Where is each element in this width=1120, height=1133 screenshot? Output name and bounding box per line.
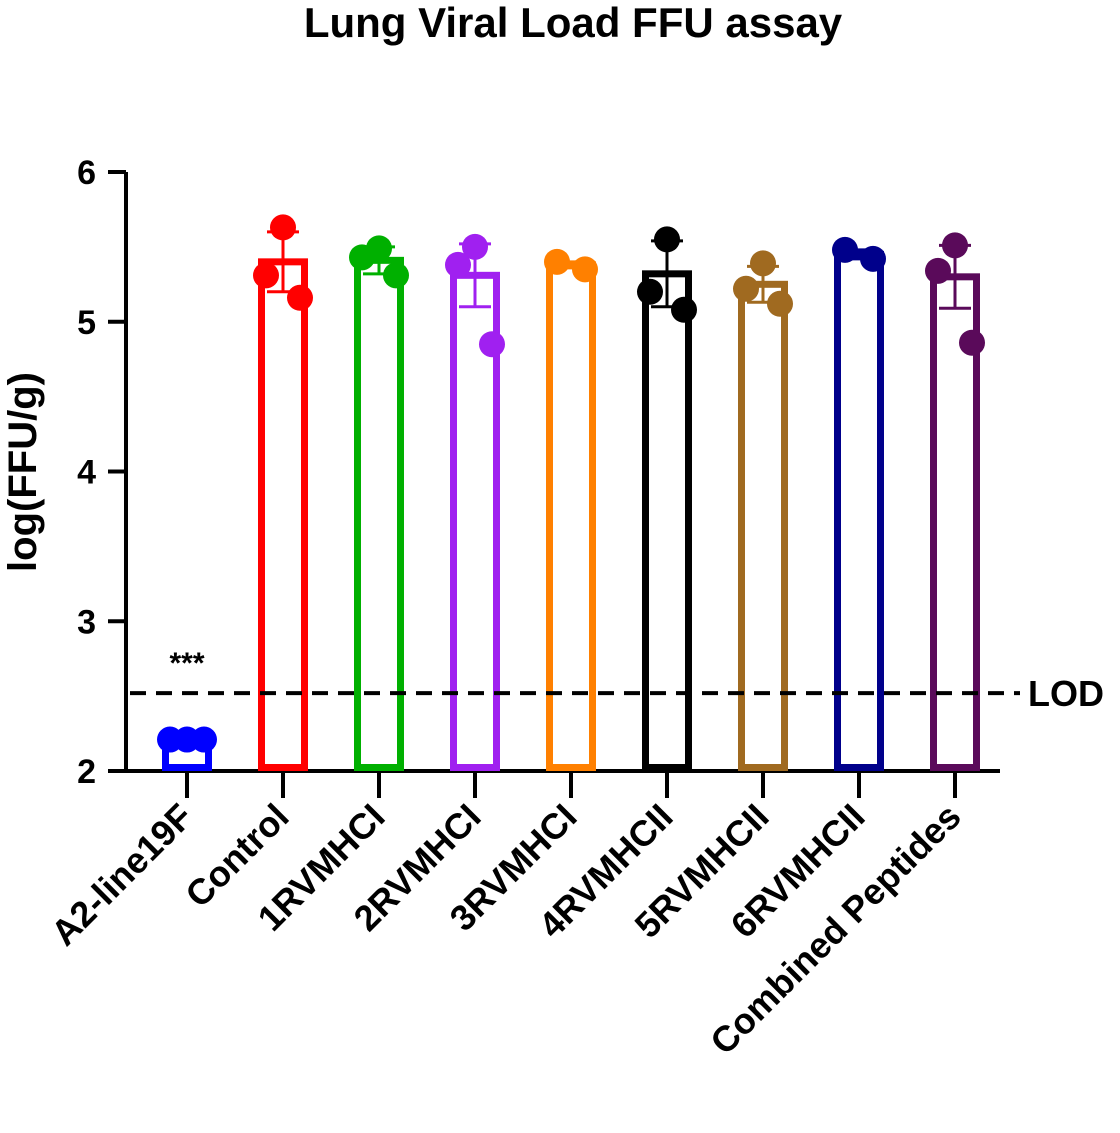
y-tick-label: 2 [77,753,96,791]
x-tick-label: A2-line19F [43,796,201,954]
data-point [287,284,313,311]
data-point [349,244,375,271]
data-point [860,245,886,272]
data-point [637,278,663,305]
chart-title: Lung Viral Load FFU assay [304,0,843,46]
lod-label: LOD [1028,673,1104,714]
data-point [191,726,217,753]
data-point [767,290,793,317]
data-point [572,256,598,283]
y-tick-label: 3 [77,603,96,641]
significance-annotation: *** [169,647,204,680]
data-point [383,262,409,289]
data-point [750,250,776,277]
data-point [925,257,951,284]
y-tick-label: 5 [77,304,96,342]
bar [834,250,884,772]
data-point [270,214,296,241]
y-axis-label: log(FFU/g) [1,372,45,572]
data-point [462,233,488,260]
data-point [479,331,505,358]
data-point [671,296,697,323]
data-point [445,251,471,278]
data-point [544,248,570,275]
y-tick-label: 6 [77,154,96,192]
data-point [942,232,968,259]
data-point [654,226,680,253]
data-point [733,275,759,302]
y-tick-label: 4 [77,454,96,492]
plot-area: 23456A2-line19FControl1RVMHCI2RVMHCI3RVM… [43,154,1104,1062]
data-point [253,262,279,289]
data-point [832,236,858,263]
data-point [959,329,985,356]
